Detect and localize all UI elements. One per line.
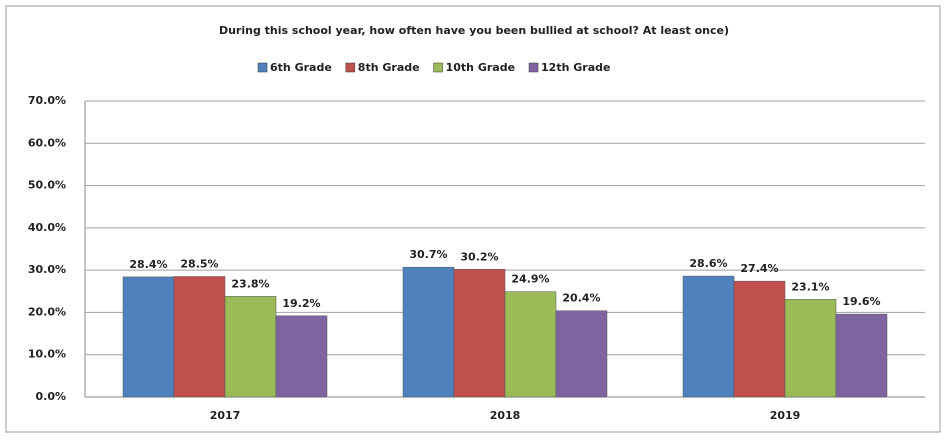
y-tick-label: 40.0%: [28, 221, 66, 234]
x-tick-label: 2019: [770, 409, 801, 422]
y-tick-label: 0.0%: [35, 390, 66, 403]
legend-swatch: [345, 62, 356, 73]
legend-swatch: [528, 62, 539, 73]
legend-label: 8th Grade: [358, 61, 420, 74]
bar: [224, 296, 277, 398]
bar: [733, 280, 786, 398]
legend-label: 6th Grade: [270, 61, 332, 74]
y-tick-label: 30.0%: [28, 263, 66, 276]
value-label: 30.7%: [409, 248, 447, 261]
bar: [275, 315, 328, 398]
bar: [682, 275, 735, 398]
bar: [835, 313, 888, 398]
bar: [784, 299, 837, 398]
value-label: 19.6%: [842, 295, 880, 308]
bar: [453, 269, 506, 398]
value-label: 28.6%: [689, 257, 727, 270]
value-label: 28.4%: [129, 258, 167, 271]
x-tick-label: 2018: [490, 409, 521, 422]
x-tick-label: 2017: [210, 409, 241, 422]
bar: [555, 310, 608, 398]
value-label: 19.2%: [282, 297, 320, 310]
bar: [173, 276, 226, 398]
y-tick-label: 20.0%: [28, 305, 66, 318]
legend-label: 12th Grade: [541, 61, 610, 74]
y-tick-label: 60.0%: [28, 136, 66, 149]
y-tick-label: 50.0%: [28, 179, 66, 192]
value-label: 30.2%: [460, 250, 498, 263]
value-label: 23.8%: [231, 277, 269, 290]
chart-title: During this school year, how often have …: [219, 24, 729, 37]
legend-swatch: [257, 62, 268, 73]
value-label: 28.5%: [180, 257, 218, 270]
bar: [402, 266, 455, 398]
legend-label: 10th Grade: [446, 61, 515, 74]
bar: [504, 291, 557, 398]
value-label: 20.4%: [562, 292, 600, 305]
value-label: 23.1%: [791, 280, 829, 293]
y-tick-label: 70.0%: [28, 94, 66, 107]
value-label: 24.9%: [511, 273, 549, 286]
y-tick-label: 10.0%: [28, 348, 66, 361]
value-label: 27.4%: [740, 262, 778, 275]
bar: [122, 276, 175, 398]
legend-swatch: [433, 62, 443, 73]
